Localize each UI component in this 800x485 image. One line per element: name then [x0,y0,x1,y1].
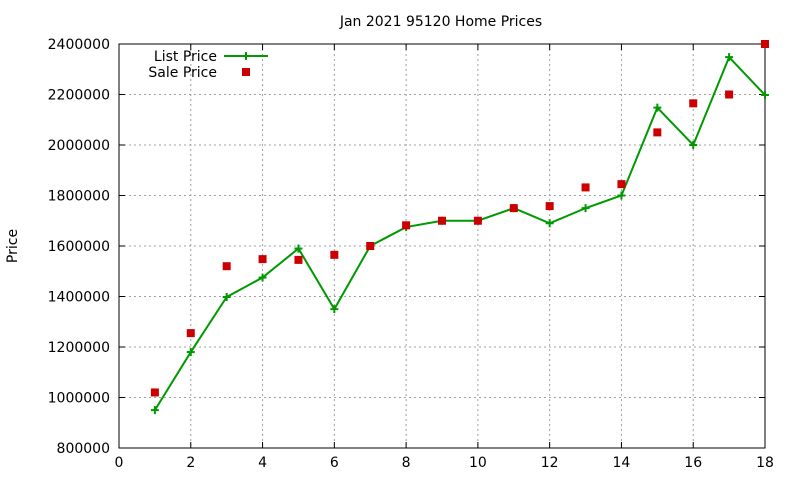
sale-price-point [258,255,267,264]
x-tick-label: 2 [186,455,195,471]
legend-plus-marker [242,52,250,60]
list-price-point [294,244,303,253]
sale-price-point [689,99,698,108]
list-price-point [258,273,267,282]
x-tick-label: 6 [330,455,339,471]
sale-price-point [330,250,339,259]
list-price-point [545,219,554,228]
y-tick-label: 1400000 [48,290,110,306]
list-price-point [150,406,159,415]
sale-price-point [725,90,734,99]
sale-price-point [438,216,446,225]
sale-price-point [653,128,662,137]
y-tick-label: 2200000 [48,88,110,104]
sale-price-point [150,388,159,397]
list-price-point [725,53,734,62]
sale-price-point [473,216,482,225]
legend-label-list-price: List Price [154,49,217,65]
y-axis-label: Price [5,229,21,263]
x-tick-label: 12 [541,455,559,471]
list-price-point [653,103,662,112]
sale-price-point [545,202,554,211]
list-price-point [617,191,626,200]
legend-square-marker [242,68,250,76]
axis-ticks: 0 2 4 6 8 10 12 14 16 18 800000 1000000 1200000 14000… [48,37,774,471]
y-tick-label: 1200000 [48,340,110,356]
y-tick-label: 800000 [57,441,110,457]
sale-price-point [581,183,590,192]
x-tick-label: 14 [613,455,631,471]
y-tick-label: 1600000 [48,239,110,255]
list-price-point [761,91,769,100]
sale-price-point [761,40,769,48]
x-tick-label: 10 [469,455,487,471]
y-tick-label: 1800000 [48,189,110,205]
sale-price-point [366,242,375,250]
sale-price-point [222,262,231,271]
x-tick-label: 0 [115,455,124,471]
sale-price-point [294,255,303,264]
x-tick-label: 18 [756,455,774,471]
chart-title: Jan 2021 95120 Home Prices [339,14,542,30]
y-tick-label: 2000000 [48,138,110,154]
legend-label-sale-price: Sale Price [148,65,217,81]
x-tick-label: 8 [402,455,411,471]
x-tick-label: 16 [684,455,702,471]
data-layer [150,40,769,415]
sale-price-point [509,204,518,213]
y-tick-label: 1000000 [48,391,110,407]
legend: List Price Sale Price [148,49,268,81]
x-tick-label: 4 [258,455,267,471]
sale-price-point [186,329,195,338]
grid [119,44,765,448]
list-price-point [581,204,590,213]
list-price-point [186,348,195,357]
sale-price-point [617,180,626,189]
y-tick-label: 2400000 [48,37,110,53]
list-price-point [330,305,339,314]
sale-price-point [402,221,411,230]
list-price-point [689,141,698,149]
list-price-point [222,293,231,302]
series-line-list-price [154,55,766,411]
